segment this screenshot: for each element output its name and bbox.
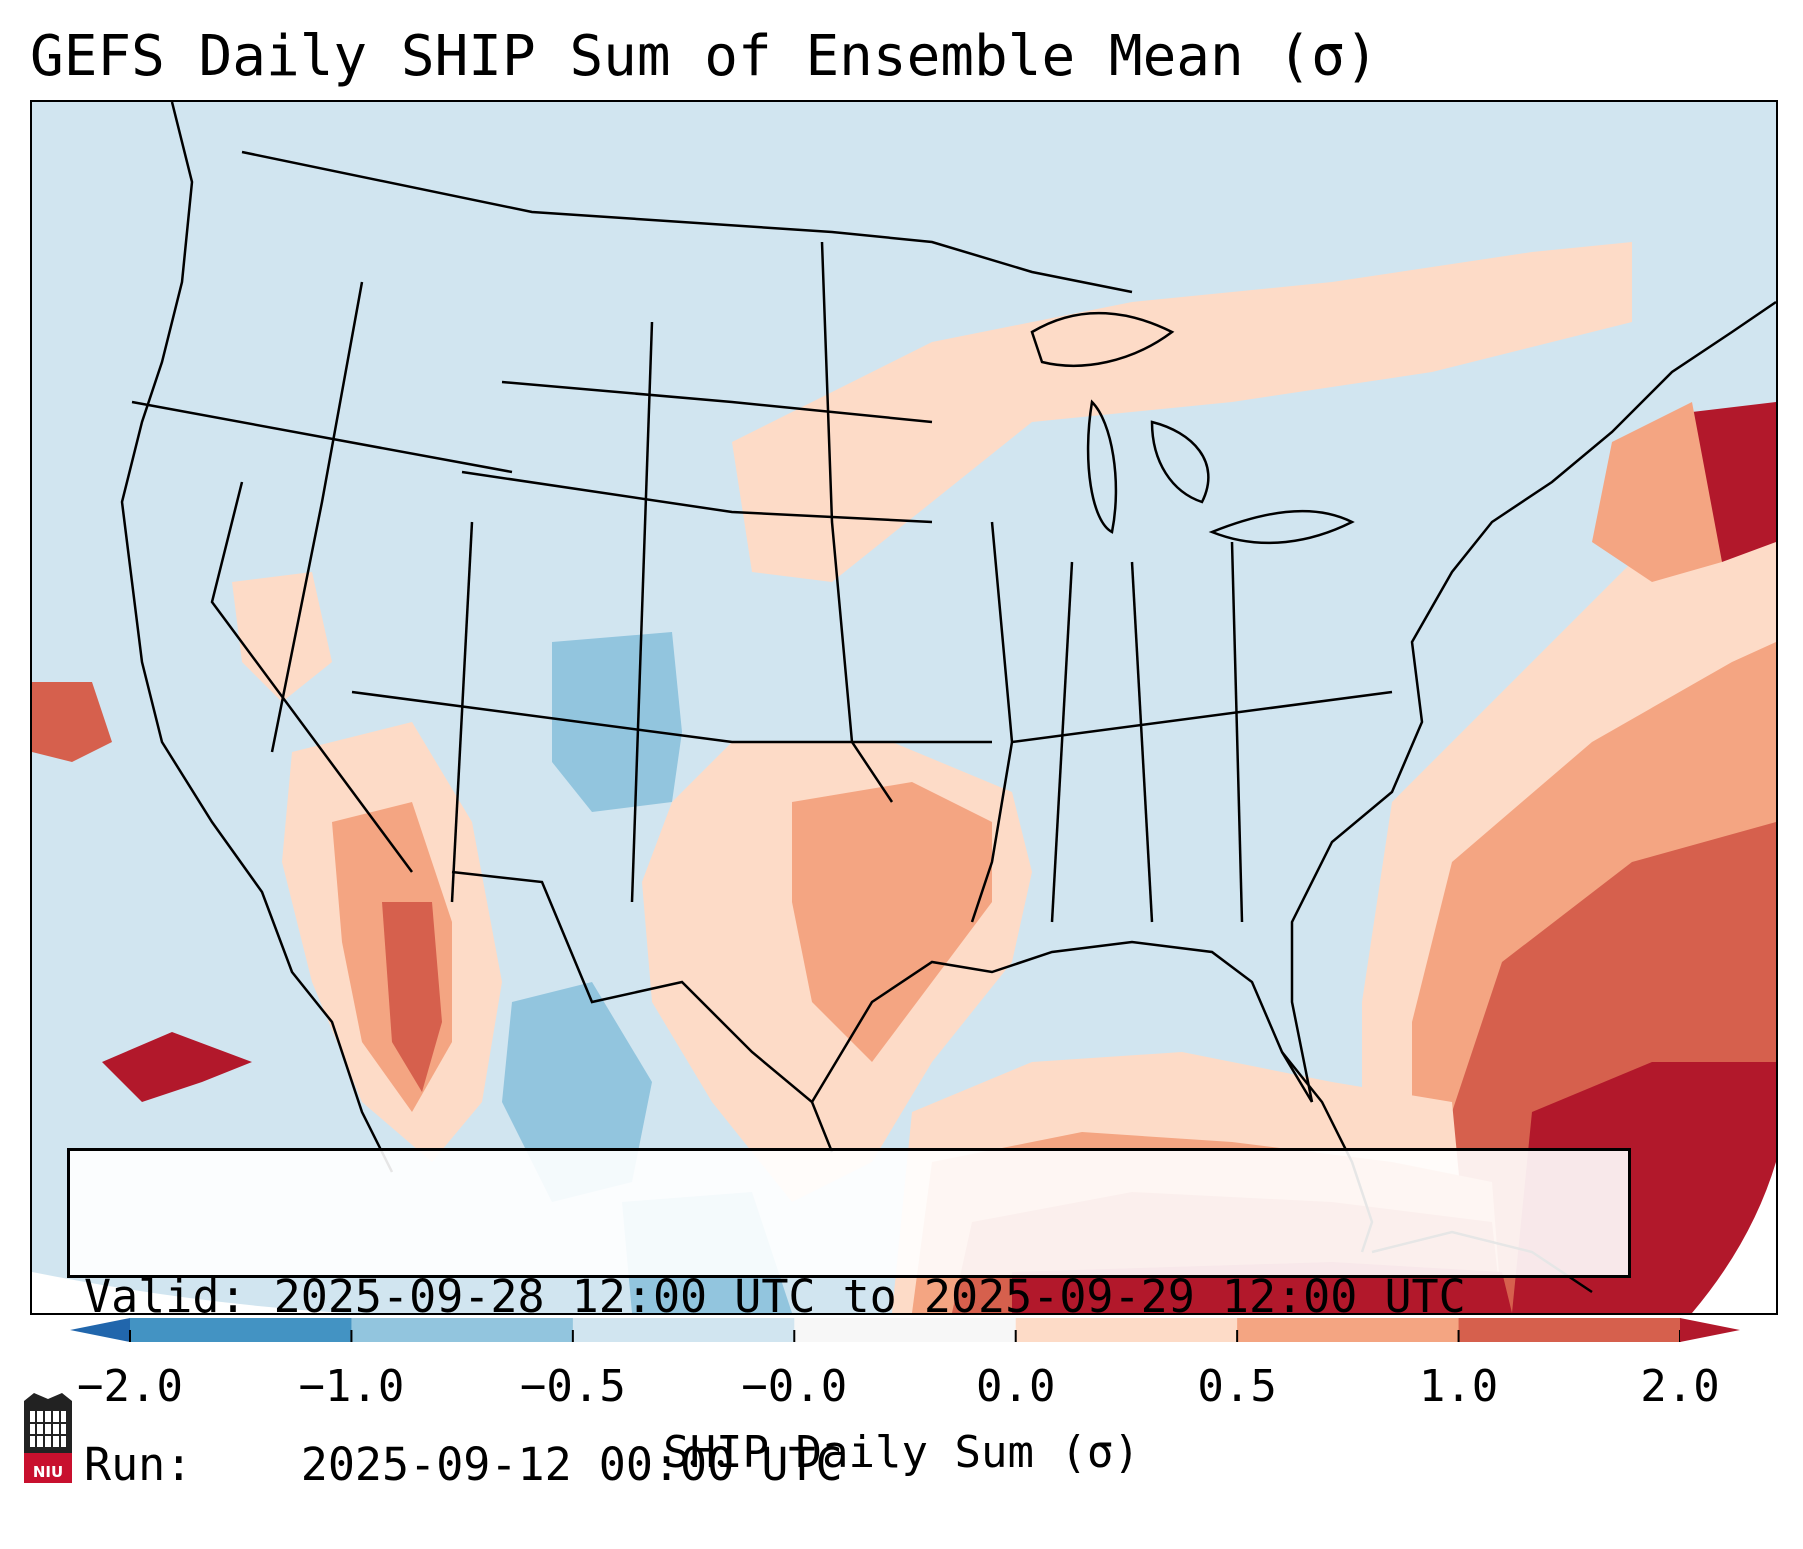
state-line-3 (461, 470, 933, 524)
mexico-blue-patch (502, 982, 652, 1202)
colorado-blue-patch (552, 632, 682, 812)
plains-medium-region (792, 782, 992, 1062)
colorbar-tick-label: 0.0 (975, 1361, 1056, 1412)
colorbar-tick-label: −1.0 (298, 1361, 405, 1412)
atlantic-coastline (1290, 300, 1776, 1103)
chart-title: GEFS Daily SHIP Sum of Ensemble Mean (σ) (30, 24, 1379, 89)
lake-superior (1030, 311, 1175, 367)
state-line-11 (1050, 561, 1074, 923)
niu-logo-icon (24, 1393, 72, 1483)
pacific-strong-patch (32, 682, 112, 762)
basin-light-patch (232, 572, 332, 702)
colorbar-segments (129, 1318, 1681, 1342)
niu-logo: NIU (20, 1393, 76, 1485)
state-line-6 (630, 321, 654, 903)
colorbar-segment (1458, 1318, 1681, 1342)
state-line-8 (270, 281, 364, 753)
colorbar-tick-label: 2.0 (1640, 1361, 1720, 1412)
colorbar-segment (1015, 1318, 1238, 1342)
colorbar-segment (351, 1318, 574, 1342)
projection-edge-right (1692, 1162, 1776, 1313)
map-svg (32, 102, 1776, 1313)
state-line-12 (1130, 561, 1154, 923)
state-line-13 (1230, 541, 1244, 923)
colorbar-segment (1237, 1318, 1460, 1342)
state-line-2 (501, 380, 933, 424)
state-line-5 (450, 521, 474, 903)
colorbar-tick-label: −2.0 (77, 1361, 183, 1412)
colorbar-extend-low (70, 1318, 130, 1342)
southwest-strong-region (382, 902, 442, 1092)
run-value: 2025-09-12 00:00 UTC (300, 1438, 843, 1491)
valid-value: 2025-09-28 12:00 UTC to 2025-09-29 12:00… (273, 1270, 1466, 1323)
colorbar-tick-label: 1.0 (1418, 1361, 1499, 1412)
niu-logo-text: NIU (32, 1463, 64, 1481)
valid-row: Valid: 2025-09-28 12:00 UTC to 2025-09-2… (84, 1269, 1614, 1325)
gulf-coastline (810, 940, 1314, 1103)
colorbar-label: SHIP Daily Sum (σ) (663, 1427, 1140, 1478)
canada-border (241, 150, 1133, 294)
mississippi-line (970, 521, 1014, 923)
state-line-9 (210, 481, 414, 873)
valid-label: Valid: (84, 1270, 247, 1323)
lake-michigan (1086, 399, 1118, 534)
state-line-4 (351, 690, 992, 744)
state-line-7 (820, 241, 894, 803)
colorbar-tick-label: −0.0 (741, 1361, 848, 1412)
colorbar-segment (794, 1318, 1017, 1342)
lake-erie (1208, 509, 1355, 545)
colorbar-segment (130, 1318, 352, 1342)
west-coastline (120, 102, 394, 1173)
pacific-extreme-patch (102, 1032, 252, 1102)
state-line-10 (1011, 690, 1393, 744)
colorbar (70, 1318, 1740, 1342)
colorbar-segment (572, 1318, 795, 1342)
colorbar-tick-label: 0.5 (1197, 1361, 1277, 1412)
valid-run-info-box: Valid: 2025-09-28 12:00 UTC to 2025-09-2… (67, 1148, 1631, 1491)
projection-edge-left (32, 1272, 632, 1313)
run-label: Run: (84, 1438, 193, 1491)
map-panel (30, 100, 1778, 1315)
state-line-1 (131, 400, 513, 474)
boundaries (120, 102, 1776, 1294)
run-row: Run: 2025-09-12 00:00 UTC (84, 1437, 1614, 1493)
colorbar-tick-label: −0.5 (519, 1361, 626, 1412)
north-band-region (732, 242, 1632, 582)
colorbar-extend-high (1680, 1318, 1740, 1342)
northeast-medium-region (1592, 402, 1722, 582)
lake-huron (1150, 420, 1210, 504)
